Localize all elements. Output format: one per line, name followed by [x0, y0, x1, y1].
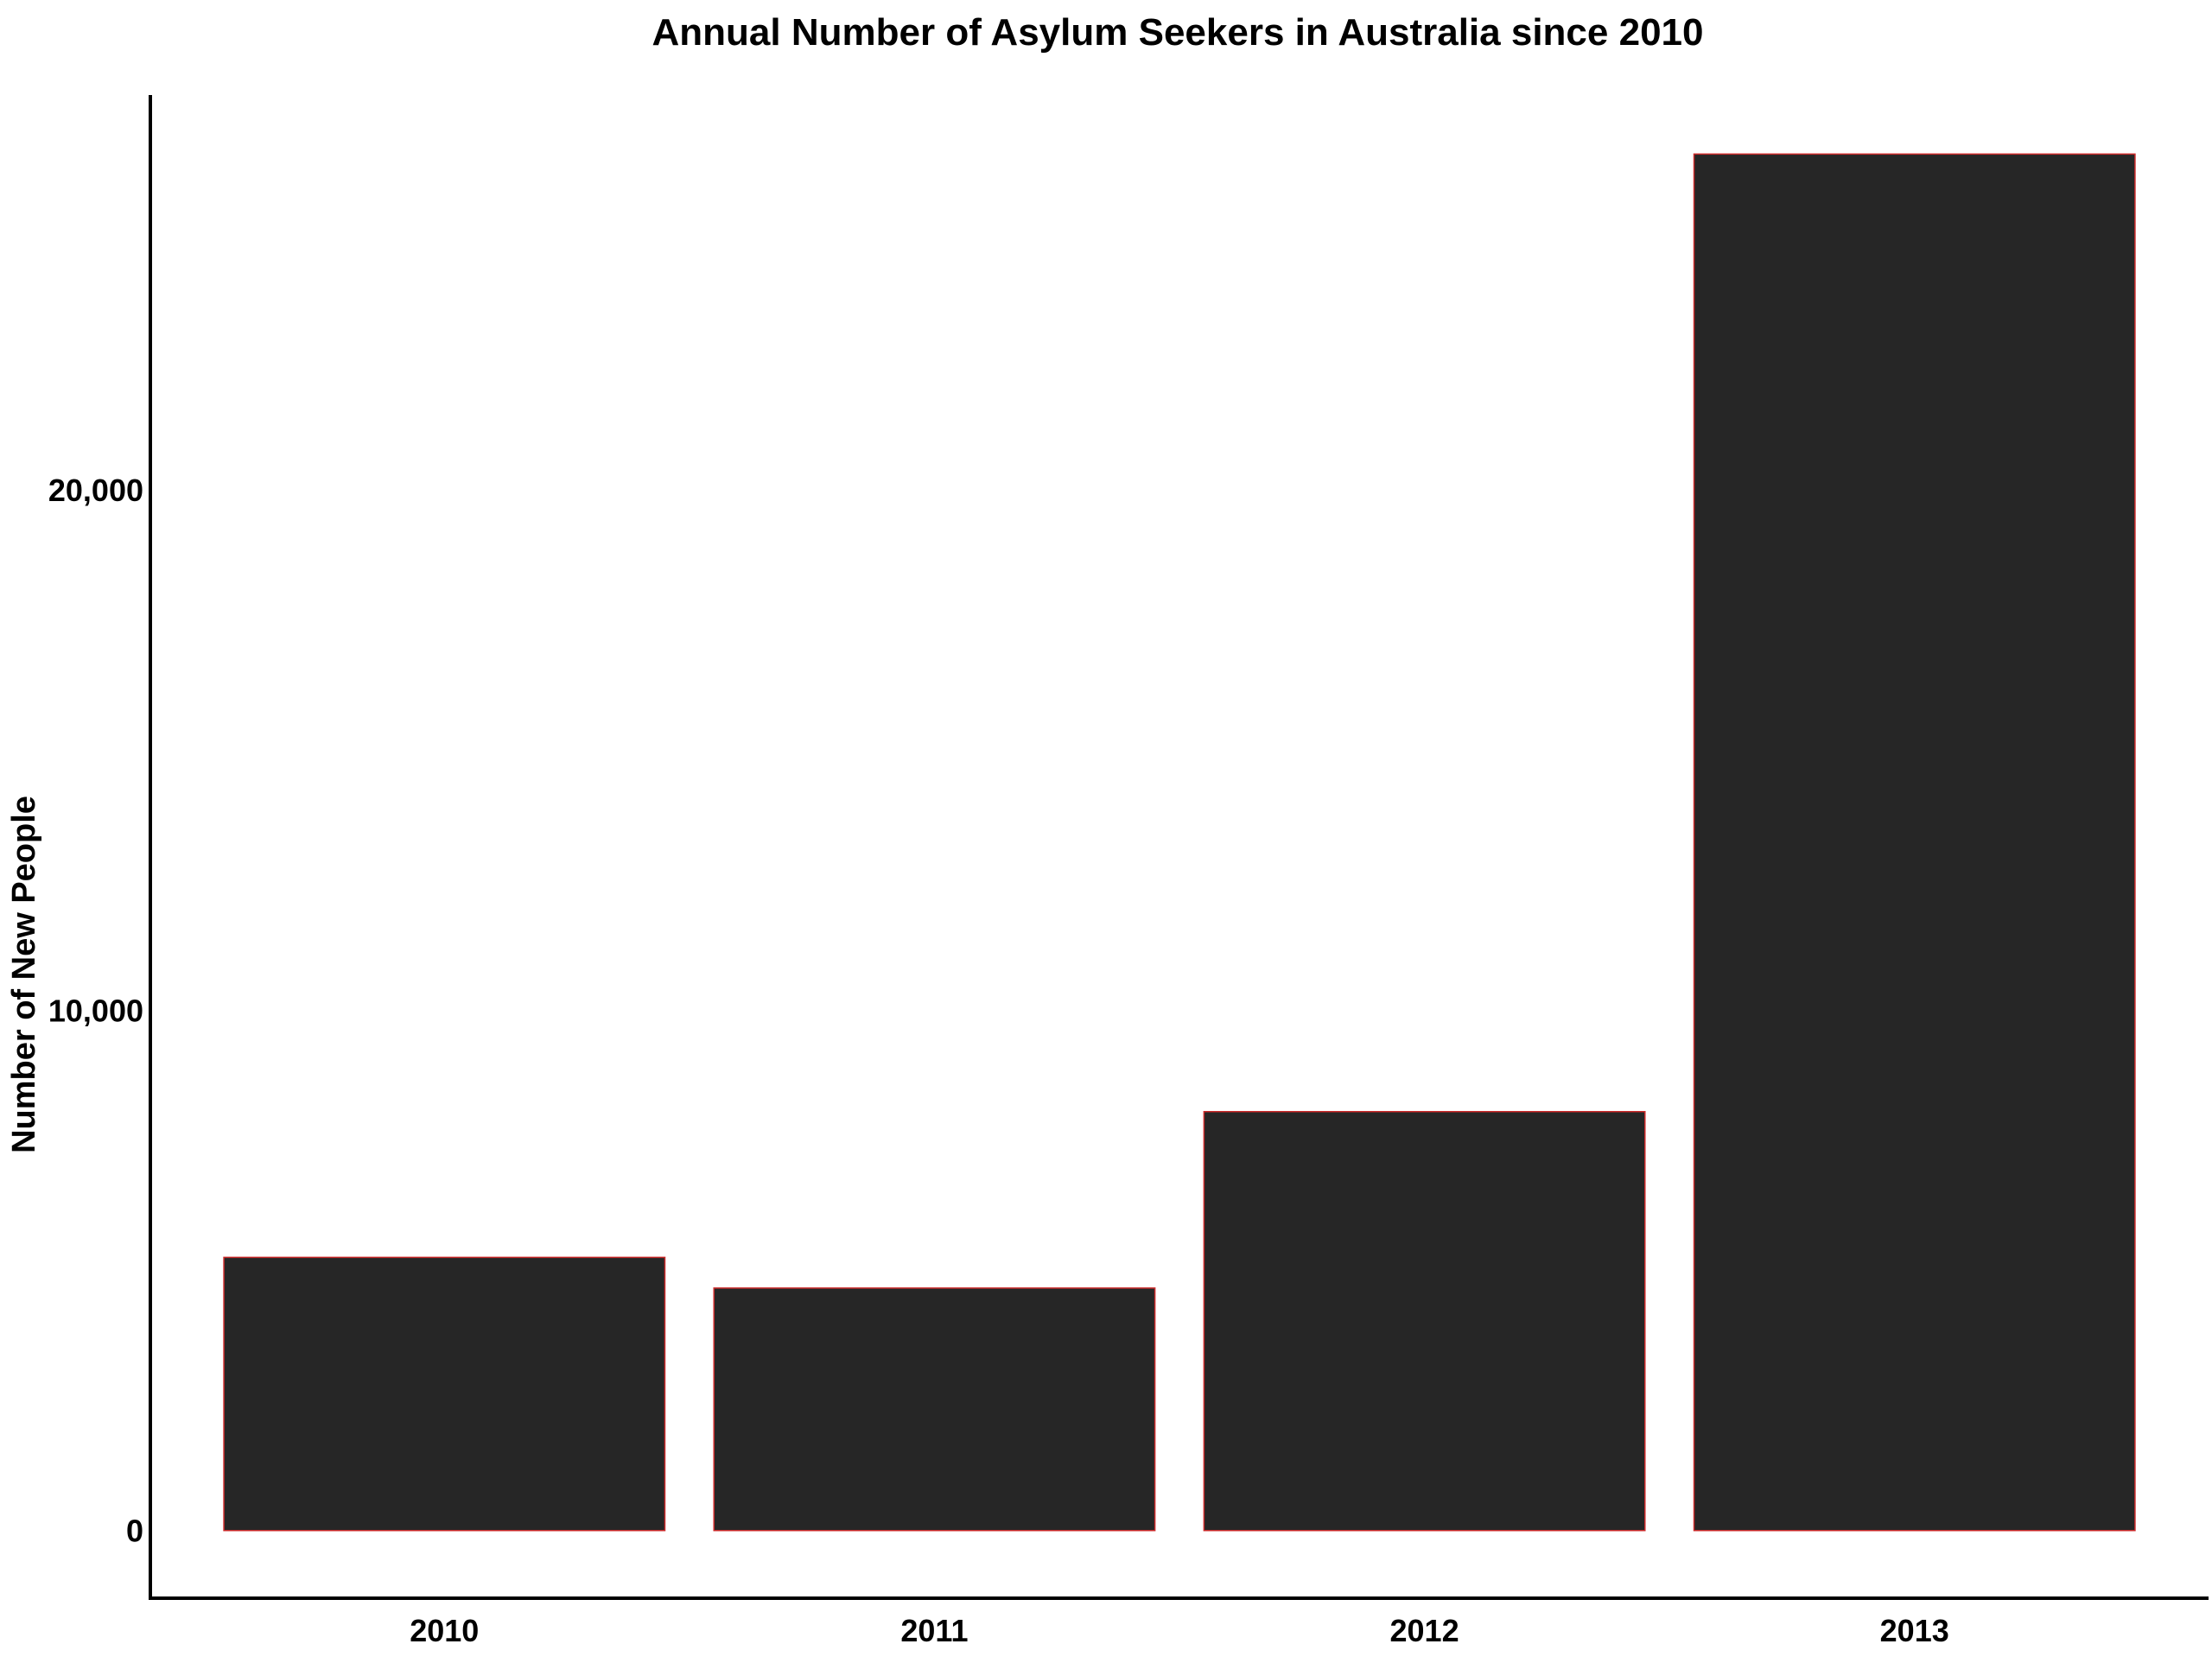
bar-2011 — [713, 1287, 1156, 1532]
bar-2013 — [1693, 153, 2136, 1532]
tick-labels-group: 2010 2011 2012 2013 0 10,000 20,000 — [48, 473, 1949, 1648]
y-axis-title: Number of New People — [6, 796, 42, 1153]
chart-title: Annual Number of Asylum Seekers in Austr… — [652, 11, 1704, 54]
axes-group — [149, 95, 2209, 1600]
x-tick-label-2013: 2013 — [1880, 1613, 1949, 1648]
y-tick-label-10000: 10,000 — [48, 993, 143, 1028]
x-tick-label-2010: 2010 — [410, 1613, 479, 1648]
bar-2012 — [1203, 1110, 1646, 1532]
x-tick-label-2011: 2011 — [900, 1613, 968, 1648]
y-tick-label-0: 0 — [126, 1514, 143, 1549]
x-tick-label-2012: 2012 — [1390, 1613, 1459, 1648]
y-tick-label-20000: 20,000 — [48, 473, 143, 508]
bar-2010 — [223, 1256, 666, 1532]
bars-group — [223, 153, 2136, 1532]
